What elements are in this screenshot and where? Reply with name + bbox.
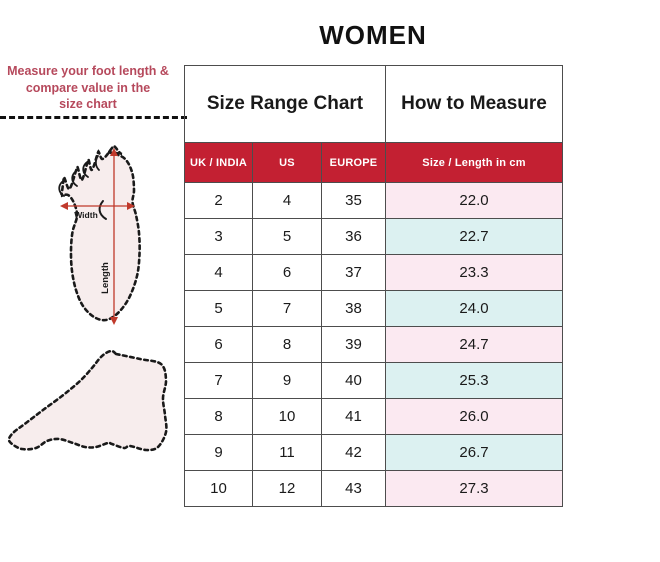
svg-text:Width: Width <box>74 210 98 220</box>
svg-text:Length: Length <box>100 262 111 294</box>
